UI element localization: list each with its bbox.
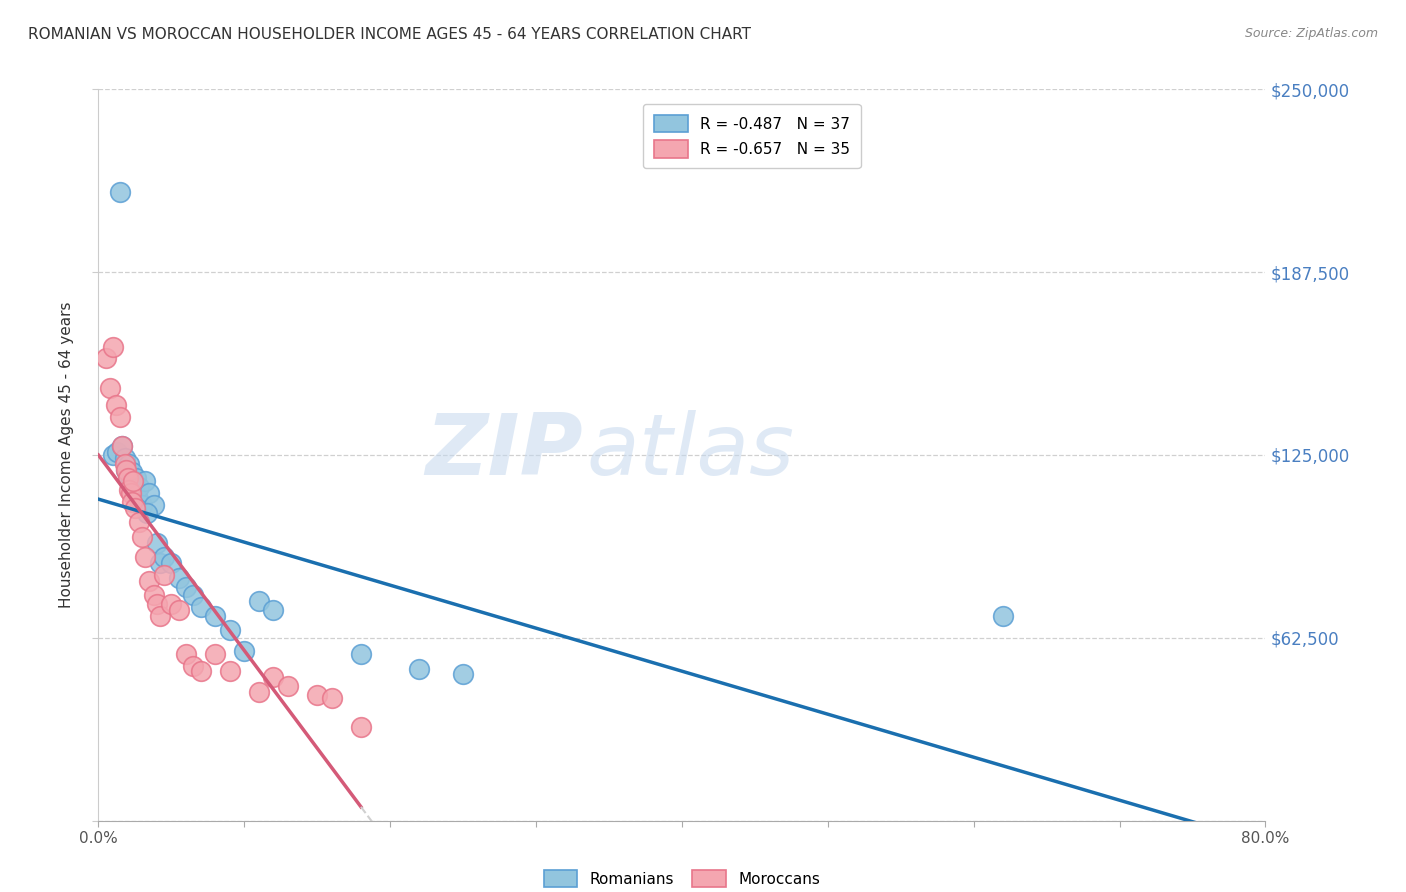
- Point: [114, 457, 136, 471]
- Point: [146, 535, 169, 549]
- Point: [124, 486, 146, 500]
- Point: [247, 594, 270, 608]
- Point: [247, 685, 270, 699]
- Point: [190, 600, 212, 615]
- Point: [451, 667, 474, 681]
- Point: [125, 471, 148, 485]
- Point: [408, 661, 430, 675]
- Point: [134, 475, 156, 489]
- Point: [101, 448, 124, 462]
- Point: [142, 498, 165, 512]
- Point: [115, 462, 138, 476]
- Text: ZIP: ZIP: [425, 409, 582, 492]
- Point: [118, 457, 141, 471]
- Point: [101, 340, 124, 354]
- Point: [131, 498, 153, 512]
- Point: [350, 720, 373, 734]
- Point: [190, 665, 212, 679]
- Point: [991, 608, 1014, 623]
- Point: [131, 530, 153, 544]
- Point: [127, 491, 149, 506]
- Text: ROMANIAN VS MOROCCAN HOUSEHOLDER INCOME AGES 45 - 64 YEARS CORRELATION CHART: ROMANIAN VS MOROCCAN HOUSEHOLDER INCOME …: [28, 27, 751, 42]
- Text: Source: ZipAtlas.com: Source: ZipAtlas.com: [1244, 27, 1378, 40]
- Point: [160, 556, 183, 570]
- Legend: Romanians, Moroccans: Romanians, Moroccans: [537, 863, 827, 892]
- Point: [115, 462, 138, 476]
- Point: [149, 556, 172, 570]
- Point: [181, 588, 204, 602]
- Point: [105, 445, 128, 459]
- Point: [233, 644, 256, 658]
- Point: [111, 439, 134, 453]
- Point: [138, 486, 160, 500]
- Point: [120, 475, 142, 489]
- Point: [118, 483, 141, 497]
- Point: [321, 690, 343, 705]
- Point: [218, 665, 240, 679]
- Point: [167, 603, 190, 617]
- Point: [128, 480, 150, 494]
- Point: [117, 468, 139, 483]
- Point: [149, 608, 172, 623]
- Point: [98, 381, 121, 395]
- Point: [94, 351, 117, 366]
- Point: [350, 647, 373, 661]
- Point: [174, 580, 197, 594]
- Point: [181, 658, 204, 673]
- Point: [142, 588, 165, 602]
- Point: [160, 597, 183, 611]
- Point: [128, 515, 150, 529]
- Point: [135, 507, 157, 521]
- Point: [153, 550, 176, 565]
- Point: [153, 567, 176, 582]
- Point: [134, 550, 156, 565]
- Point: [111, 439, 134, 453]
- Point: [174, 647, 197, 661]
- Point: [138, 574, 160, 588]
- Point: [121, 466, 143, 480]
- Point: [124, 500, 146, 515]
- Point: [122, 477, 145, 491]
- Point: [204, 647, 226, 661]
- Point: [277, 679, 299, 693]
- Point: [104, 398, 127, 412]
- Point: [262, 670, 284, 684]
- Point: [120, 486, 142, 500]
- Point: [218, 624, 240, 638]
- Point: [204, 608, 226, 623]
- Text: atlas: atlas: [586, 409, 794, 492]
- Point: [110, 409, 132, 424]
- Point: [110, 185, 132, 199]
- Point: [167, 571, 190, 585]
- Point: [262, 603, 284, 617]
- Y-axis label: Householder Income Ages 45 - 64 years: Householder Income Ages 45 - 64 years: [59, 301, 75, 608]
- Point: [146, 597, 169, 611]
- Point: [114, 450, 136, 465]
- Point: [122, 475, 145, 489]
- Point: [117, 471, 139, 485]
- Point: [307, 688, 329, 702]
- Point: [121, 494, 143, 508]
